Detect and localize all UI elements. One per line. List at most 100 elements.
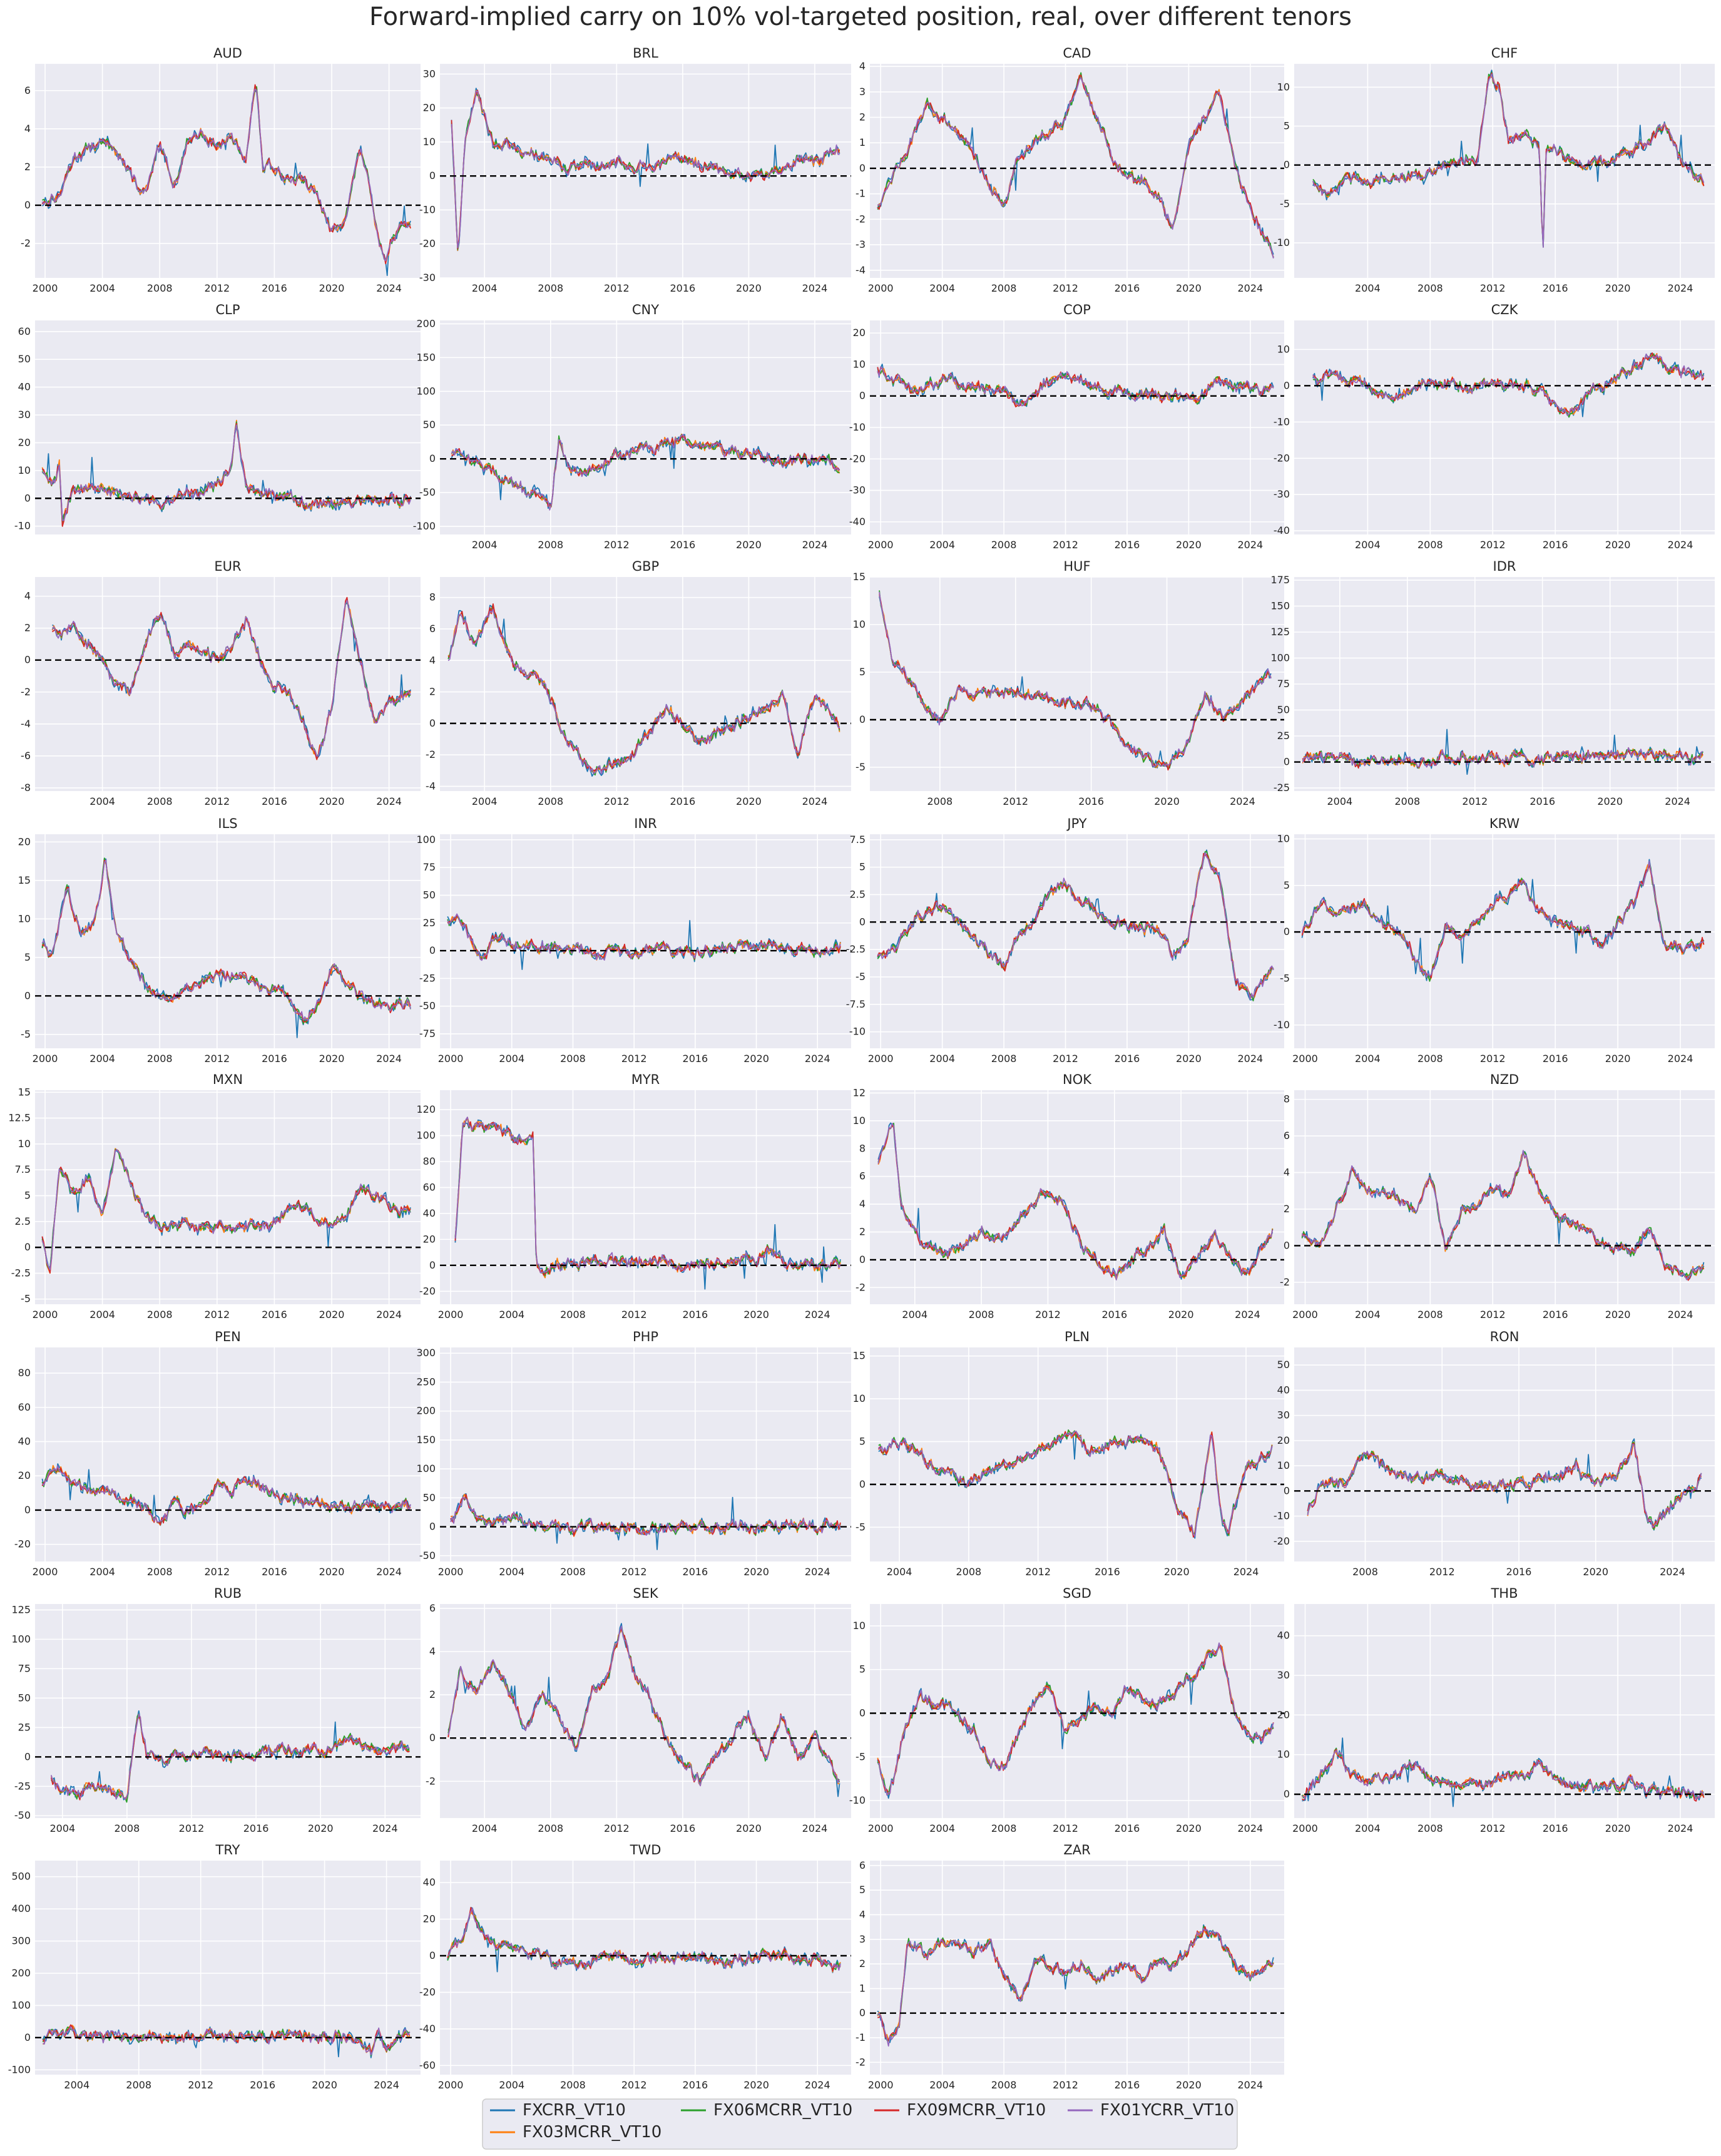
panel-title: JPY bbox=[1066, 816, 1086, 831]
x-tick-label: 2024 bbox=[376, 1309, 402, 1321]
panel-mxn: -5 -2.5 0 2.5 5 7.5 10 12.5 15 2000 2004 2008 2012 20… bbox=[8, 1072, 421, 1321]
y-tick-label: 125 bbox=[1270, 626, 1290, 638]
series-line-fx01ycrr_vt10 bbox=[451, 434, 840, 511]
y-tick-label: 120 bbox=[416, 1103, 436, 1115]
series-line-fx01ycrr_vt10 bbox=[41, 1149, 411, 1270]
panel-krw: -10 -5 0 5 10 2000 2004 2008 2012 2016 2020 2024 KRW bbox=[1274, 816, 1715, 1065]
y-tick-label: 15 bbox=[853, 571, 866, 583]
y-tick-label: 300 bbox=[11, 1935, 31, 1947]
panel-title: THB bbox=[1490, 1586, 1518, 1601]
series-line-fx01ycrr_vt10 bbox=[451, 90, 840, 248]
x-tick-label: 2016 bbox=[1115, 1822, 1140, 1834]
y-tick-label: -30 bbox=[849, 484, 866, 496]
y-tick-label: 150 bbox=[416, 351, 436, 363]
y-tick-label: -1 bbox=[855, 188, 866, 200]
panel-title: MXN bbox=[213, 1072, 243, 1087]
y-tick-label: -10 bbox=[849, 1026, 866, 1038]
x-tick-label: 2016 bbox=[262, 1309, 287, 1321]
panel-nok: -2 0 2 4 6 8 10 12 2004 2008 2012 2016 2020 2024 NOK bbox=[853, 1072, 1284, 1321]
x-tick-label: 2000 bbox=[868, 1822, 894, 1834]
panel-title: RON bbox=[1490, 1329, 1519, 1344]
x-tick-label: 2000 bbox=[1292, 1053, 1318, 1065]
x-tick-label: 2012 bbox=[1480, 1822, 1506, 1834]
x-tick-label: 2020 bbox=[1176, 2079, 1202, 2091]
x-tick-label: 2008 bbox=[115, 1822, 140, 1834]
y-tick-label: 15 bbox=[18, 874, 31, 886]
series-line-fx01ycrr_vt10 bbox=[454, 1116, 841, 1274]
x-tick-label: 2012 bbox=[1480, 539, 1506, 551]
panel-title: CLP bbox=[215, 302, 240, 317]
x-tick-label: 2016 bbox=[1543, 282, 1568, 294]
x-tick-label: 2020 bbox=[743, 1053, 769, 1065]
x-tick-label: 2012 bbox=[179, 1822, 205, 1834]
y-tick-label: 50 bbox=[1277, 704, 1290, 716]
y-tick-label: 0 bbox=[24, 989, 31, 1001]
series-line-fx01ycrr_vt10 bbox=[877, 1123, 1274, 1280]
x-tick-label: 2000 bbox=[868, 282, 894, 294]
x-tick-label: 2012 bbox=[604, 795, 630, 807]
x-tick-label: 2024 bbox=[1237, 282, 1263, 294]
plot-area bbox=[870, 834, 1284, 1048]
panel-title: AUD bbox=[213, 46, 242, 61]
series-group bbox=[451, 88, 840, 252]
x-tick-label: 2016 bbox=[1115, 539, 1140, 551]
y-tick-label: 20 bbox=[1277, 1434, 1290, 1446]
series-line-fx09mcrr_vt10 bbox=[451, 434, 840, 507]
y-tick-label: 6 bbox=[429, 1602, 436, 1614]
series-group bbox=[1307, 1438, 1702, 1531]
series-group bbox=[1301, 1150, 1705, 1281]
x-tick-label: 2012 bbox=[621, 1053, 647, 1065]
series-line-fx01ycrr_vt10 bbox=[450, 1496, 841, 1536]
x-tick-label: 2016 bbox=[1529, 795, 1555, 807]
plot-area bbox=[440, 834, 851, 1048]
y-tick-label: 0 bbox=[24, 1241, 31, 1253]
series-line-fx01ycrr_vt10 bbox=[447, 1908, 841, 1971]
y-tick-label: -20 bbox=[419, 1986, 436, 1998]
series-line-fx01ycrr_vt10 bbox=[1301, 861, 1704, 978]
panel-title: GBP bbox=[632, 559, 659, 574]
y-tick-label: 10 bbox=[853, 1115, 866, 1127]
x-tick-label: 2000 bbox=[438, 2079, 464, 2091]
x-tick-label: 2004 bbox=[89, 1053, 115, 1065]
panel-gbp: -4 -2 0 2 4 6 8 2004 2008 2012 2016 2020 2024 GBP bbox=[426, 559, 851, 807]
x-tick-label: 2020 bbox=[1176, 1822, 1202, 1834]
panel-cny: -100 -50 0 50 100 150 200 2004 2008 2012 2016 2020 2… bbox=[413, 302, 851, 551]
y-tick-label: 75 bbox=[1277, 678, 1290, 690]
x-tick-label: 2020 bbox=[319, 795, 345, 807]
y-tick-label: -5 bbox=[1280, 198, 1290, 210]
x-tick-label: 2008 bbox=[560, 2079, 586, 2091]
y-tick-label: 40 bbox=[1277, 1630, 1290, 1642]
x-tick-label: 2020 bbox=[312, 2079, 337, 2091]
y-tick-label: 20 bbox=[423, 1233, 436, 1245]
y-tick-label: 2.5 bbox=[850, 888, 866, 900]
x-tick-label: 2024 bbox=[1665, 795, 1690, 807]
y-tick-label: 100 bbox=[11, 1999, 31, 2011]
y-tick-label: -2 bbox=[855, 213, 866, 225]
y-tick-label: 0 bbox=[1284, 159, 1290, 171]
panel-title: CZK bbox=[1491, 302, 1519, 317]
y-tick-label: 100 bbox=[416, 1130, 436, 1142]
series-line-fx09mcrr_vt10 bbox=[1301, 1749, 1705, 1802]
y-tick-label: 0 bbox=[429, 1949, 436, 1961]
series-line-fx01ycrr_vt10 bbox=[1301, 1150, 1704, 1280]
x-tick-label: 2004 bbox=[472, 282, 498, 294]
y-tick-label: 0 bbox=[1284, 1239, 1290, 1251]
x-tick-label: 2020 bbox=[1605, 1309, 1631, 1321]
x-tick-label: 2012 bbox=[204, 795, 230, 807]
y-tick-label: 60 bbox=[18, 1401, 31, 1413]
y-tick-label: -2 bbox=[1280, 1276, 1290, 1288]
y-tick-label: 0 bbox=[429, 717, 436, 729]
x-tick-label: 2024 bbox=[1237, 1822, 1263, 1834]
panel-title: RUB bbox=[214, 1586, 242, 1601]
x-tick-label: 2016 bbox=[1115, 282, 1140, 294]
panel-title: IDR bbox=[1493, 559, 1516, 574]
x-tick-label: 2020 bbox=[1605, 1053, 1631, 1065]
y-tick-label: 20 bbox=[423, 102, 436, 114]
x-tick-label: 2016 bbox=[683, 1309, 708, 1321]
y-tick-label: 0 bbox=[859, 1707, 866, 1719]
x-tick-label: 2016 bbox=[670, 795, 696, 807]
x-tick-label: 2004 bbox=[1355, 539, 1381, 551]
x-tick-label: 2012 bbox=[1025, 1566, 1051, 1578]
y-tick-label: 2 bbox=[429, 1689, 436, 1700]
